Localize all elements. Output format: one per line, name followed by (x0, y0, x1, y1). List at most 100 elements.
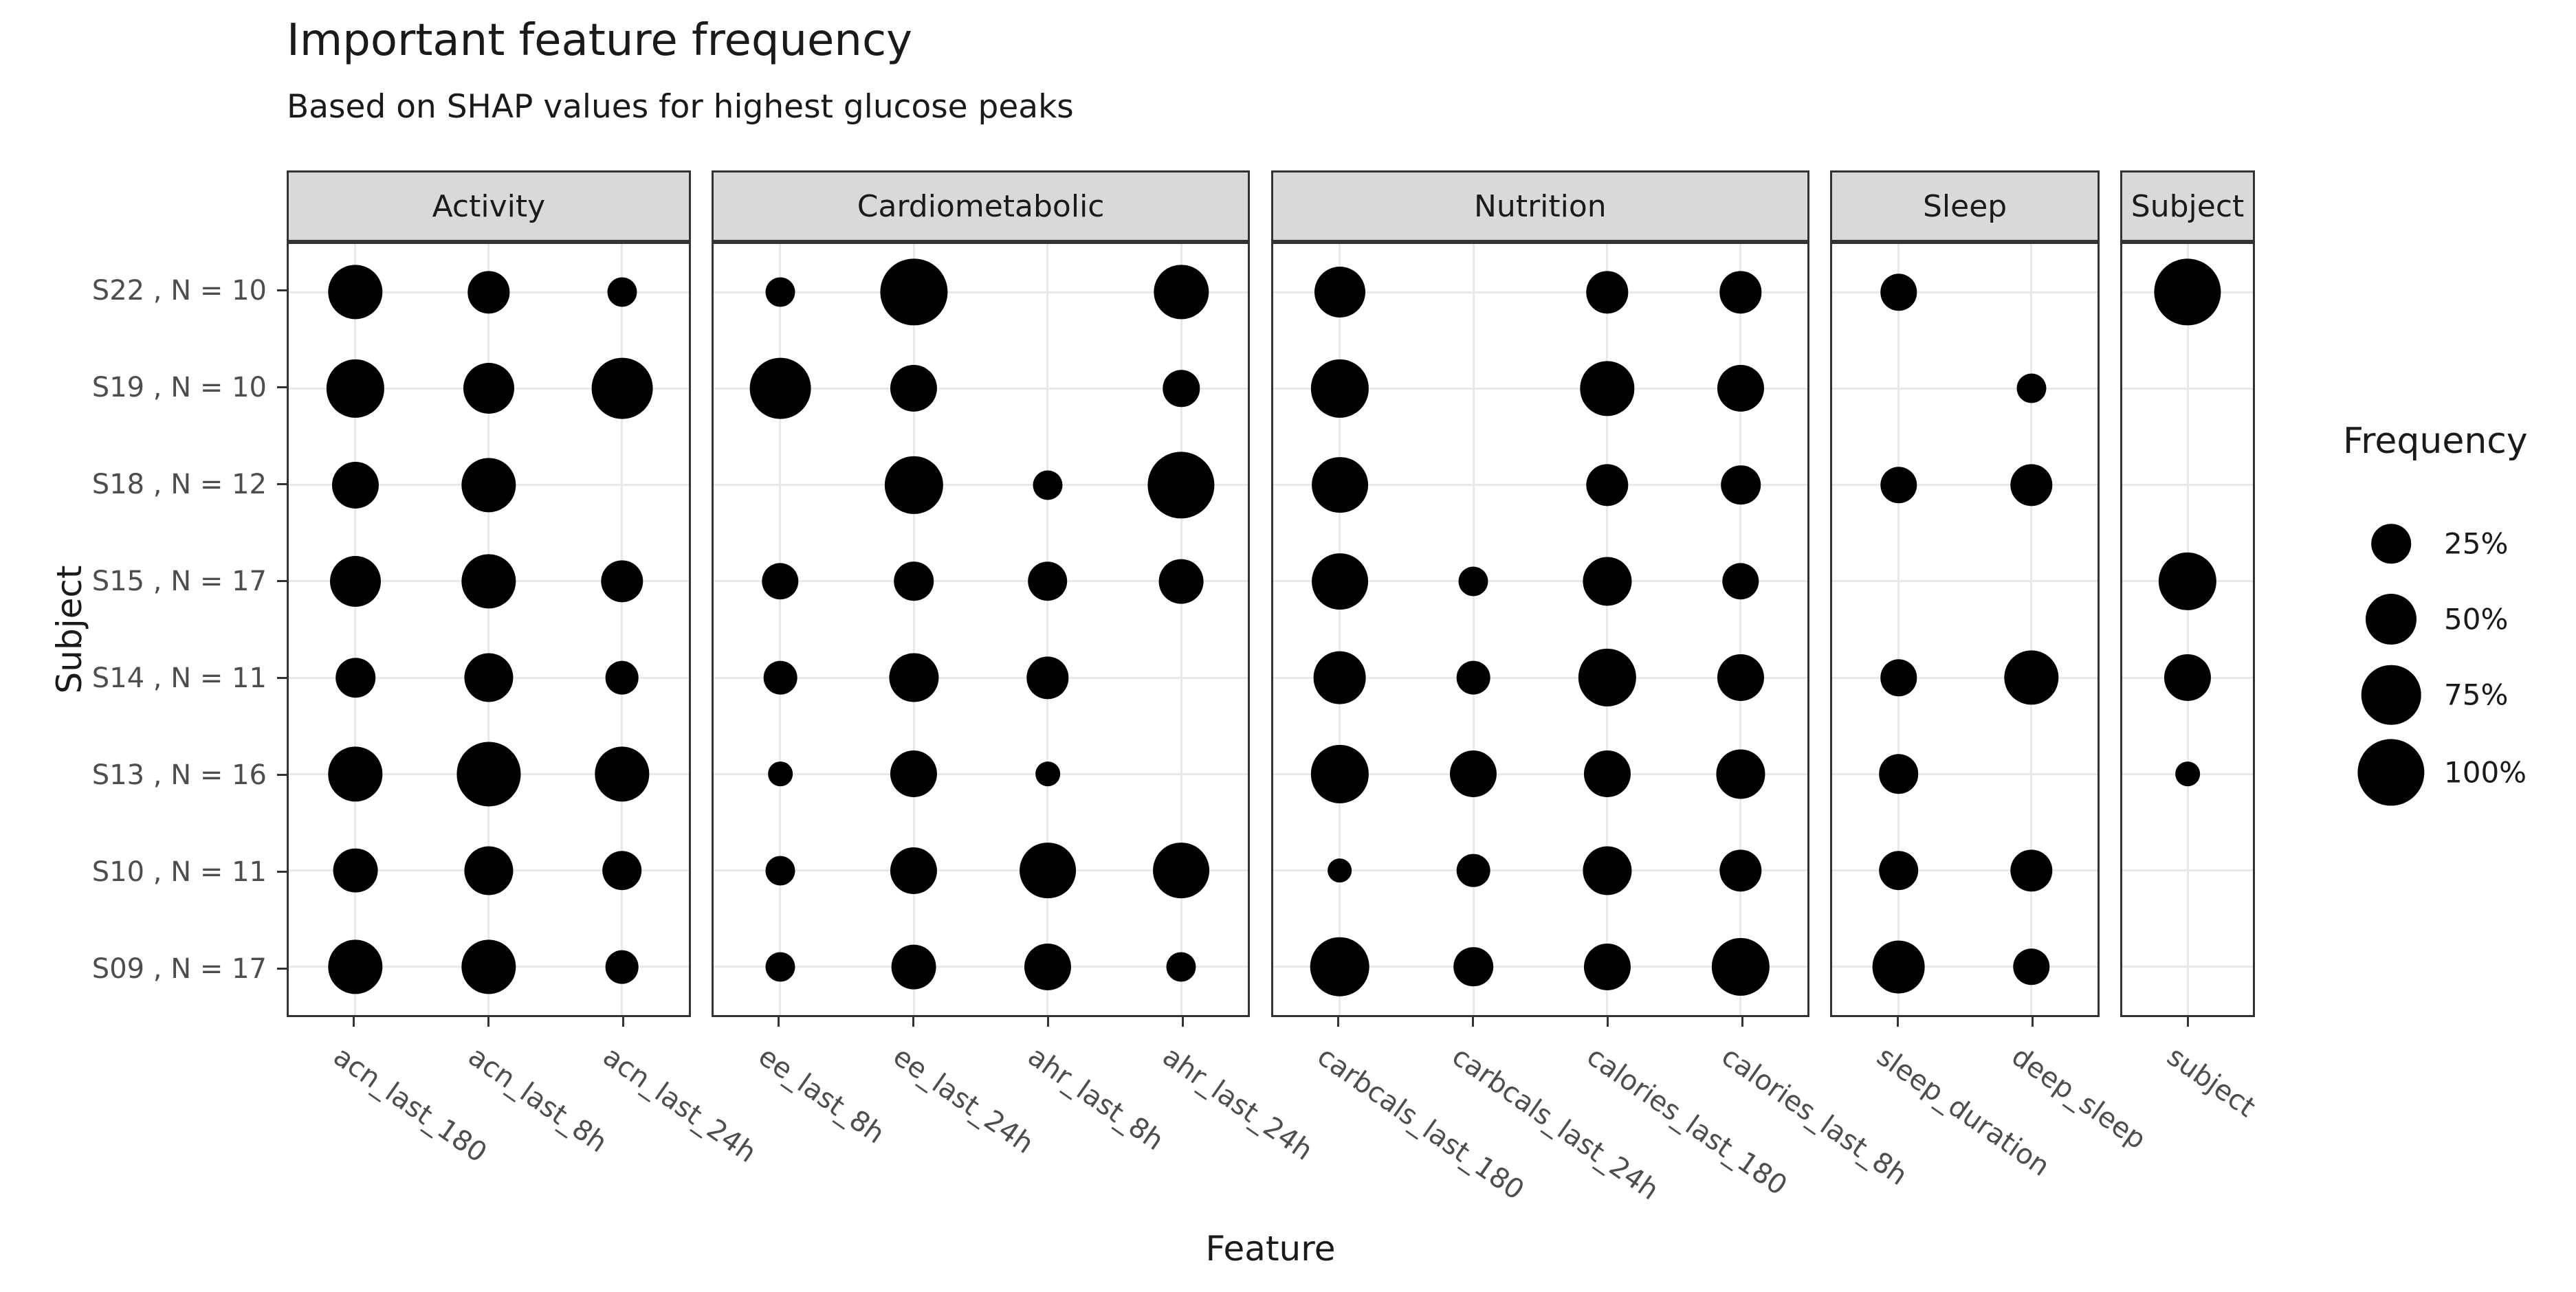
bubble (1163, 370, 1200, 408)
bubble (890, 365, 938, 412)
x-tick-label: acn_last_24h (597, 1040, 762, 1169)
facet-panel (1270, 242, 1810, 1017)
x-tick (2186, 1017, 2189, 1027)
v-gridline (1897, 244, 1900, 1015)
h-gridline (1832, 484, 2098, 487)
h-gridline (713, 387, 1248, 390)
bubble (1158, 559, 1204, 604)
bubble (1583, 750, 1631, 798)
bubble (1583, 846, 1632, 895)
x-tick (1182, 1017, 1185, 1027)
bubble (1033, 470, 1063, 500)
bubble (333, 848, 378, 893)
x-tick-label: ahr_last_8h (1022, 1040, 1169, 1157)
h-gridline (1273, 387, 1808, 390)
h-gridline (713, 869, 1248, 872)
h-gridline (1832, 580, 2098, 583)
v-gridline (1739, 244, 1742, 1015)
y-tick-label: S22 , N = 10 (91, 274, 267, 307)
y-tick (277, 774, 287, 776)
bubble (1583, 557, 1632, 606)
v-gridline (1339, 244, 1341, 1015)
h-gridline (1273, 580, 1808, 583)
bubble (1311, 456, 1368, 513)
v-gridline (1606, 244, 1609, 1015)
bubble (1878, 754, 1919, 794)
facet-panel (287, 242, 691, 1017)
x-tick (778, 1017, 780, 1027)
h-gridline (713, 966, 1248, 968)
facet-strip: Sleep (1830, 170, 2100, 242)
bubble (1310, 745, 1369, 803)
bubble (329, 555, 381, 607)
v-gridline (354, 244, 357, 1015)
y-tick (277, 386, 287, 388)
bubble (2175, 761, 2200, 787)
x-tick (1336, 1017, 1339, 1027)
y-tick-label: S19 , N = 10 (91, 371, 267, 403)
h-gridline (1832, 387, 2098, 390)
v-gridline (621, 244, 624, 1015)
bubble (1026, 656, 1069, 699)
y-tick (277, 483, 287, 485)
bubble (2158, 552, 2217, 610)
x-tick (1471, 1017, 1474, 1027)
y-tick-label: S13 , N = 16 (91, 759, 267, 791)
chart-title: Important feature frequency (287, 15, 913, 66)
y-tick (277, 580, 287, 582)
bubble (326, 359, 385, 418)
bubble (749, 357, 811, 419)
bubble (1153, 842, 1210, 899)
x-tick (2031, 1017, 2034, 1027)
bubble (1585, 271, 1629, 313)
bubble (602, 850, 642, 891)
bubble (461, 554, 516, 609)
bubble (880, 258, 947, 326)
facet-strip: Activity (287, 170, 691, 242)
bubble (461, 457, 516, 513)
bubble (1154, 265, 1209, 320)
h-gridline (713, 772, 1248, 775)
bubble (1458, 566, 1488, 597)
bubble (1327, 858, 1352, 883)
bubble (331, 461, 379, 509)
bubble (1578, 649, 1636, 707)
h-gridline (1832, 869, 2098, 872)
bubble (768, 761, 793, 787)
h-gridline (713, 580, 1248, 583)
h-gridline (1273, 484, 1808, 487)
bubble (891, 944, 936, 990)
x-tick-label: ee_last_8h (752, 1040, 890, 1150)
bubble (1878, 850, 1919, 891)
y-tick-label: S09 , N = 17 (91, 953, 267, 985)
bubble (890, 750, 938, 798)
h-gridline (1273, 772, 1808, 775)
bubble (1719, 849, 1762, 892)
legend-key-circle (2361, 665, 2421, 725)
x-tick (487, 1017, 490, 1027)
bubble (2164, 654, 2212, 702)
v-gridline (1046, 244, 1049, 1015)
bubble (1711, 937, 1770, 996)
bubble (2016, 373, 2047, 403)
bubble (1719, 271, 1762, 313)
bubble (461, 939, 516, 994)
legend-key-label: 50% (2444, 602, 2509, 636)
bubble (335, 658, 375, 698)
bubble (464, 846, 514, 895)
bubble (1311, 553, 1368, 610)
bubble (1166, 952, 1196, 982)
x-tick (1741, 1017, 1743, 1027)
bubble (765, 856, 795, 886)
h-gridline (1273, 676, 1808, 679)
bubble (765, 952, 795, 982)
h-gridline (1832, 772, 2098, 775)
x-tick-label: subject (2161, 1040, 2261, 1124)
v-gridline (2030, 244, 2033, 1015)
legend-key-circle (2366, 594, 2417, 645)
bubble (1880, 274, 1917, 311)
v-gridline (2186, 244, 2189, 1015)
h-gridline (1273, 869, 1808, 872)
